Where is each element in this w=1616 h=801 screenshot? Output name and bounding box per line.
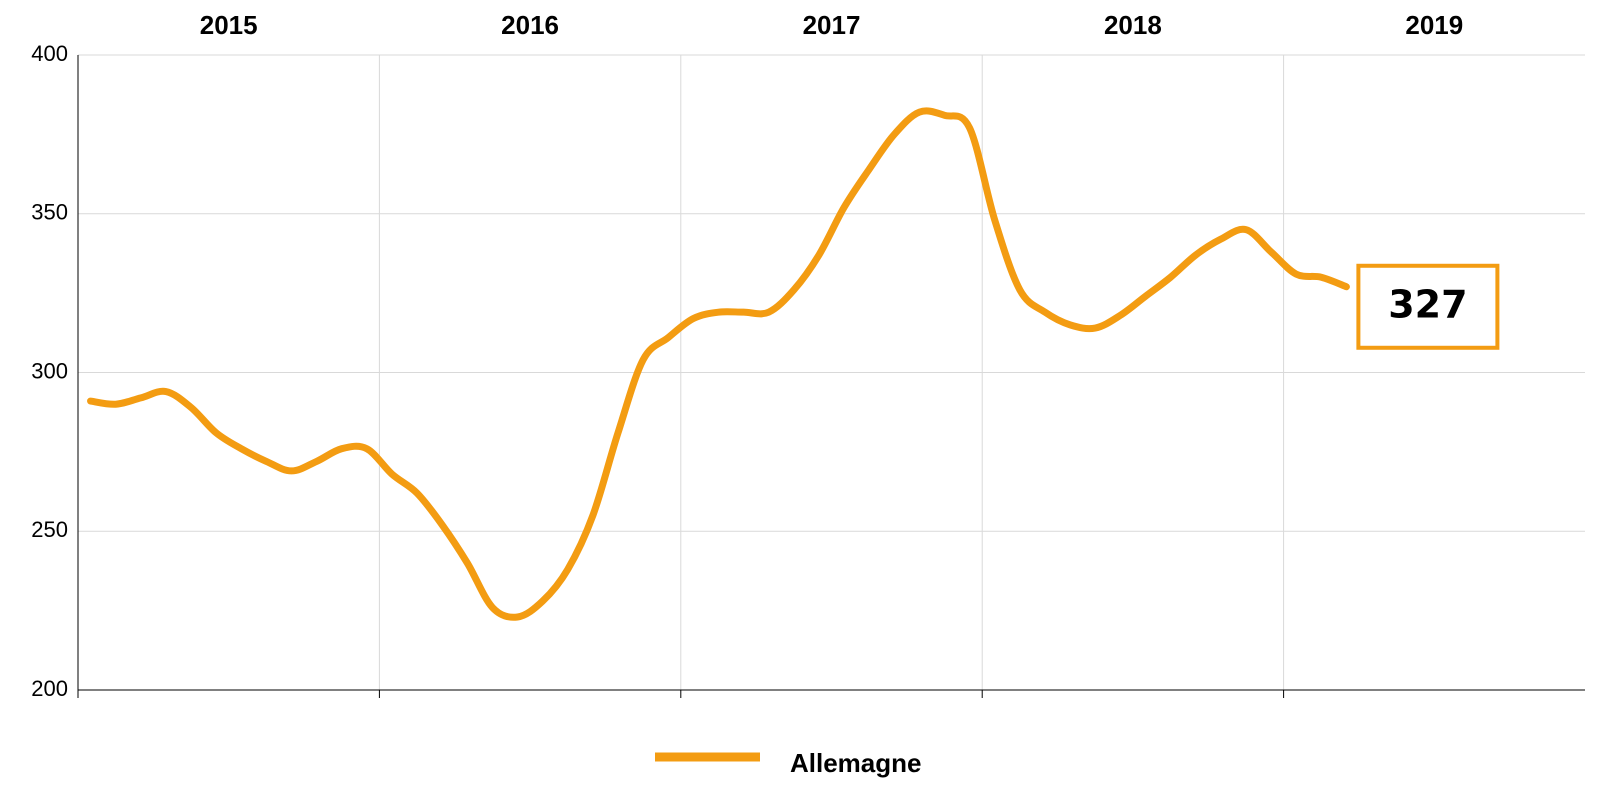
x-tick-label: 2015 [200,10,258,40]
line [87,107,1350,621]
x-tick-label: 2016 [501,10,559,40]
y-tick-label: 400 [31,41,68,66]
x-tick-label: 2019 [1405,10,1463,40]
legend-label: Allemagne [790,748,922,778]
callout-label: 327 [1388,282,1467,326]
callout-box [1356,263,1500,350]
x-tick-label: 2017 [803,10,861,40]
y-tick-label: 200 [31,676,68,701]
y-tick-label: 350 [31,200,68,225]
x-tick-label: 2018 [1104,10,1162,40]
y-tick-label: 300 [31,358,68,383]
y-tick-label: 250 [31,517,68,542]
